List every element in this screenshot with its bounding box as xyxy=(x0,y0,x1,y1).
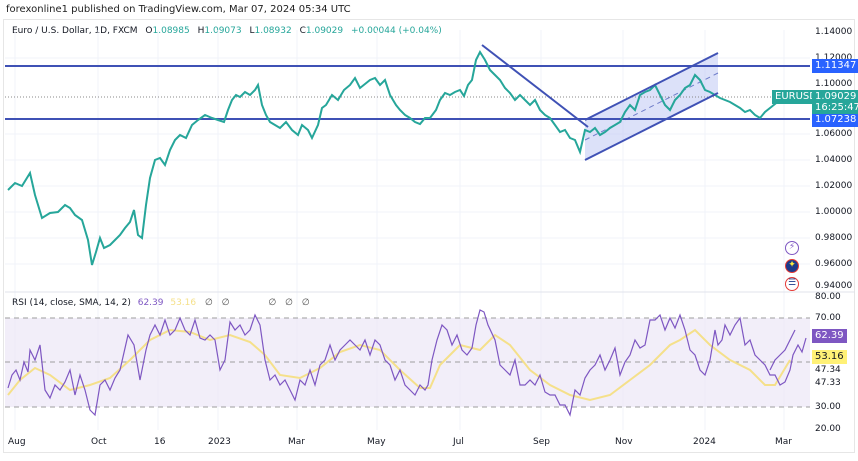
rsi-tick: 47.34 xyxy=(815,365,841,375)
bar-countdown: 16:25:47 xyxy=(815,102,858,113)
ticker-tag: EURUSD xyxy=(772,90,820,104)
rsi-sma-tag: 53.16 xyxy=(812,350,847,364)
symbol-legend: Euro / U.S. Dollar, 1D, FXCM O1.08985 H1… xyxy=(12,26,442,36)
change-value: +0.00044 (+0.04%) xyxy=(350,26,442,36)
rsi-label: RSI (14, close, SMA, 14, 2) xyxy=(12,298,131,308)
last-price-tag: 1.09029 16:25:47 xyxy=(812,90,858,114)
close-value: 1.09029 xyxy=(305,26,344,36)
time-tick: Oct xyxy=(91,437,107,447)
price-tick: 1.14000 xyxy=(815,27,853,37)
symbol-name: Euro / U.S. Dollar, 1D, FXCM xyxy=(12,26,138,36)
price-tick: 1.04000 xyxy=(815,155,853,165)
rsi-sma-value: 53.16 xyxy=(170,298,197,308)
publisher-caption: forexonline1 published on TradingView.co… xyxy=(6,4,351,15)
rsi-tick: 30.00 xyxy=(815,402,841,412)
rsi-value: 62.39 xyxy=(137,298,164,308)
rsi-tick: 20.00 xyxy=(815,424,841,434)
high-value: 1.09073 xyxy=(204,26,242,36)
lightning-event-icon[interactable]: ⚡ xyxy=(785,241,799,255)
price-tick: 0.98000 xyxy=(815,233,853,243)
rsi-value-tag: 62.39 xyxy=(812,329,847,343)
channel-upper xyxy=(584,52,719,121)
price-tick: 1.10000 xyxy=(815,79,853,89)
chart-frame xyxy=(3,19,855,453)
low-value: 1.08932 xyxy=(254,26,292,36)
time-tick: 16 xyxy=(154,437,166,447)
rsi-tick: 47.33 xyxy=(815,378,841,388)
time-tick: 2023 xyxy=(208,437,231,447)
rsi-tick: 70.00 xyxy=(815,313,841,323)
descending-trend-line xyxy=(481,44,589,128)
eu-flag-event-icon[interactable]: ✦ xyxy=(785,259,799,273)
resistance-price-tag: 1.11347 xyxy=(812,59,858,73)
open-value: 1.08985 xyxy=(152,26,190,36)
price-tick: 0.94000 xyxy=(815,281,853,291)
time-tick: Aug xyxy=(8,437,26,447)
price-tick: 1.06000 xyxy=(815,129,853,139)
rsi-legend: RSI (14, close, SMA, 14, 2) 62.39 53.16 … xyxy=(12,298,310,308)
time-tick: 2024 xyxy=(693,437,716,447)
us-flag-event-icon[interactable]: ☰ xyxy=(785,277,799,291)
time-tick: May xyxy=(367,437,386,447)
time-tick: Jul xyxy=(453,437,464,447)
price-tick: 1.00000 xyxy=(815,207,853,217)
support-price-tag: 1.07238 xyxy=(812,113,858,127)
time-tick: Mar xyxy=(775,437,792,447)
time-tick: Mar xyxy=(288,437,305,447)
price-tick: 1.12000 xyxy=(815,53,853,63)
time-tick: Sep xyxy=(533,437,550,447)
price-tick: 0.96000 xyxy=(815,259,853,269)
rsi-tick: 80.00 xyxy=(815,292,841,302)
price-tick: 1.02000 xyxy=(815,181,853,191)
time-tick: Nov xyxy=(615,437,633,447)
channel-lower xyxy=(584,92,719,161)
